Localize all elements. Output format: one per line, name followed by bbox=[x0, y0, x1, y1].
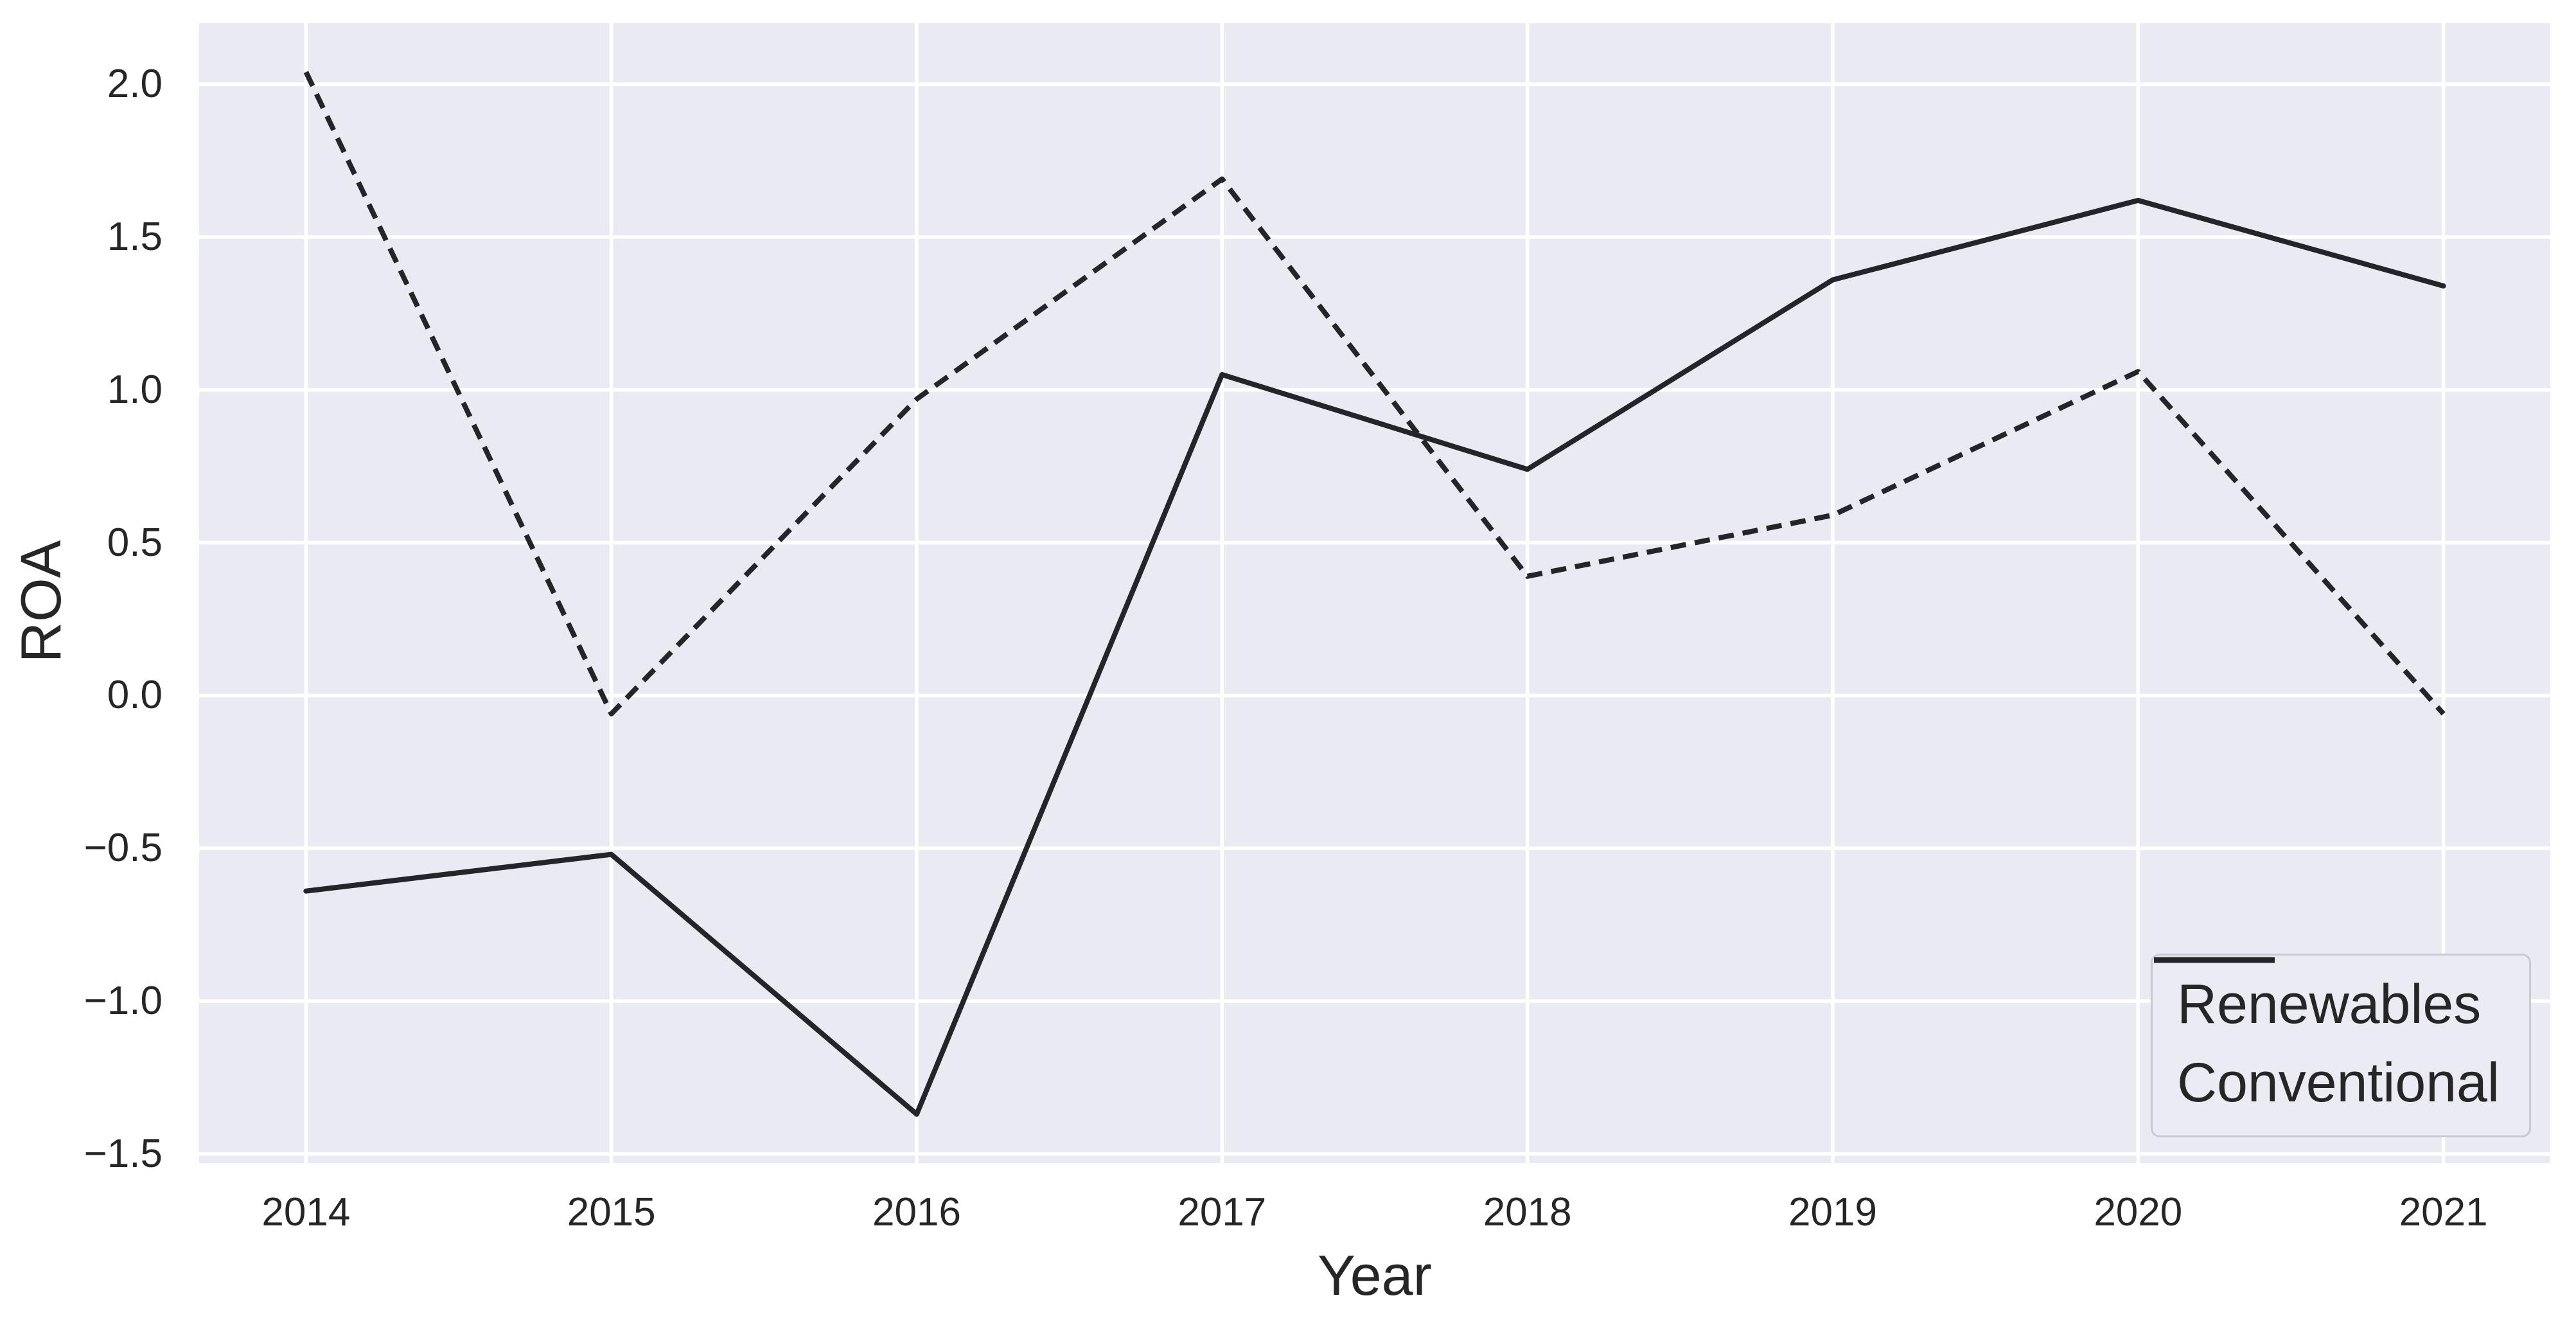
y-tick-label: 2.0 bbox=[107, 62, 163, 107]
series-line-renewables bbox=[303, 197, 2446, 1117]
legend-label-conventional: Conventional bbox=[2176, 1052, 2500, 1114]
y-tick-label: −0.5 bbox=[84, 826, 163, 871]
legend: Renewables Conventional bbox=[2150, 954, 2531, 1137]
y-tick-label: 1.0 bbox=[107, 367, 163, 412]
y-tick-label: 1.5 bbox=[107, 214, 163, 259]
x-tick-label: 2017 bbox=[1178, 1190, 1267, 1234]
legend-item-renewables: Renewables bbox=[2153, 957, 2500, 1035]
legend-swatch-dashed-line bbox=[2153, 957, 2275, 963]
x-tick-label: 2020 bbox=[2094, 1190, 2183, 1234]
y-tick-label: −1.0 bbox=[84, 978, 163, 1023]
x-tick-label: 2018 bbox=[1483, 1190, 1572, 1234]
x-axis-label: Year bbox=[1318, 1243, 1432, 1307]
y-tick-label: 0.0 bbox=[107, 673, 163, 718]
plot-area: Renewables Conventional bbox=[199, 23, 2550, 1163]
x-tick-label: 2015 bbox=[567, 1190, 656, 1234]
y-tick-label: 0.5 bbox=[107, 520, 163, 565]
x-tick-label: 2014 bbox=[261, 1190, 351, 1234]
series-line-conventional bbox=[303, 71, 2446, 716]
chart-canvas bbox=[199, 23, 2550, 1163]
legend-label-renewables: Renewables bbox=[2176, 974, 2482, 1035]
x-tick-label: 2021 bbox=[2399, 1190, 2488, 1234]
legend-item-conventional: Conventional bbox=[2153, 957, 2500, 1114]
x-tick-label: 2019 bbox=[1788, 1190, 1877, 1234]
x-tick-label: 2016 bbox=[872, 1190, 961, 1234]
y-tick-label: −1.5 bbox=[84, 1131, 163, 1176]
